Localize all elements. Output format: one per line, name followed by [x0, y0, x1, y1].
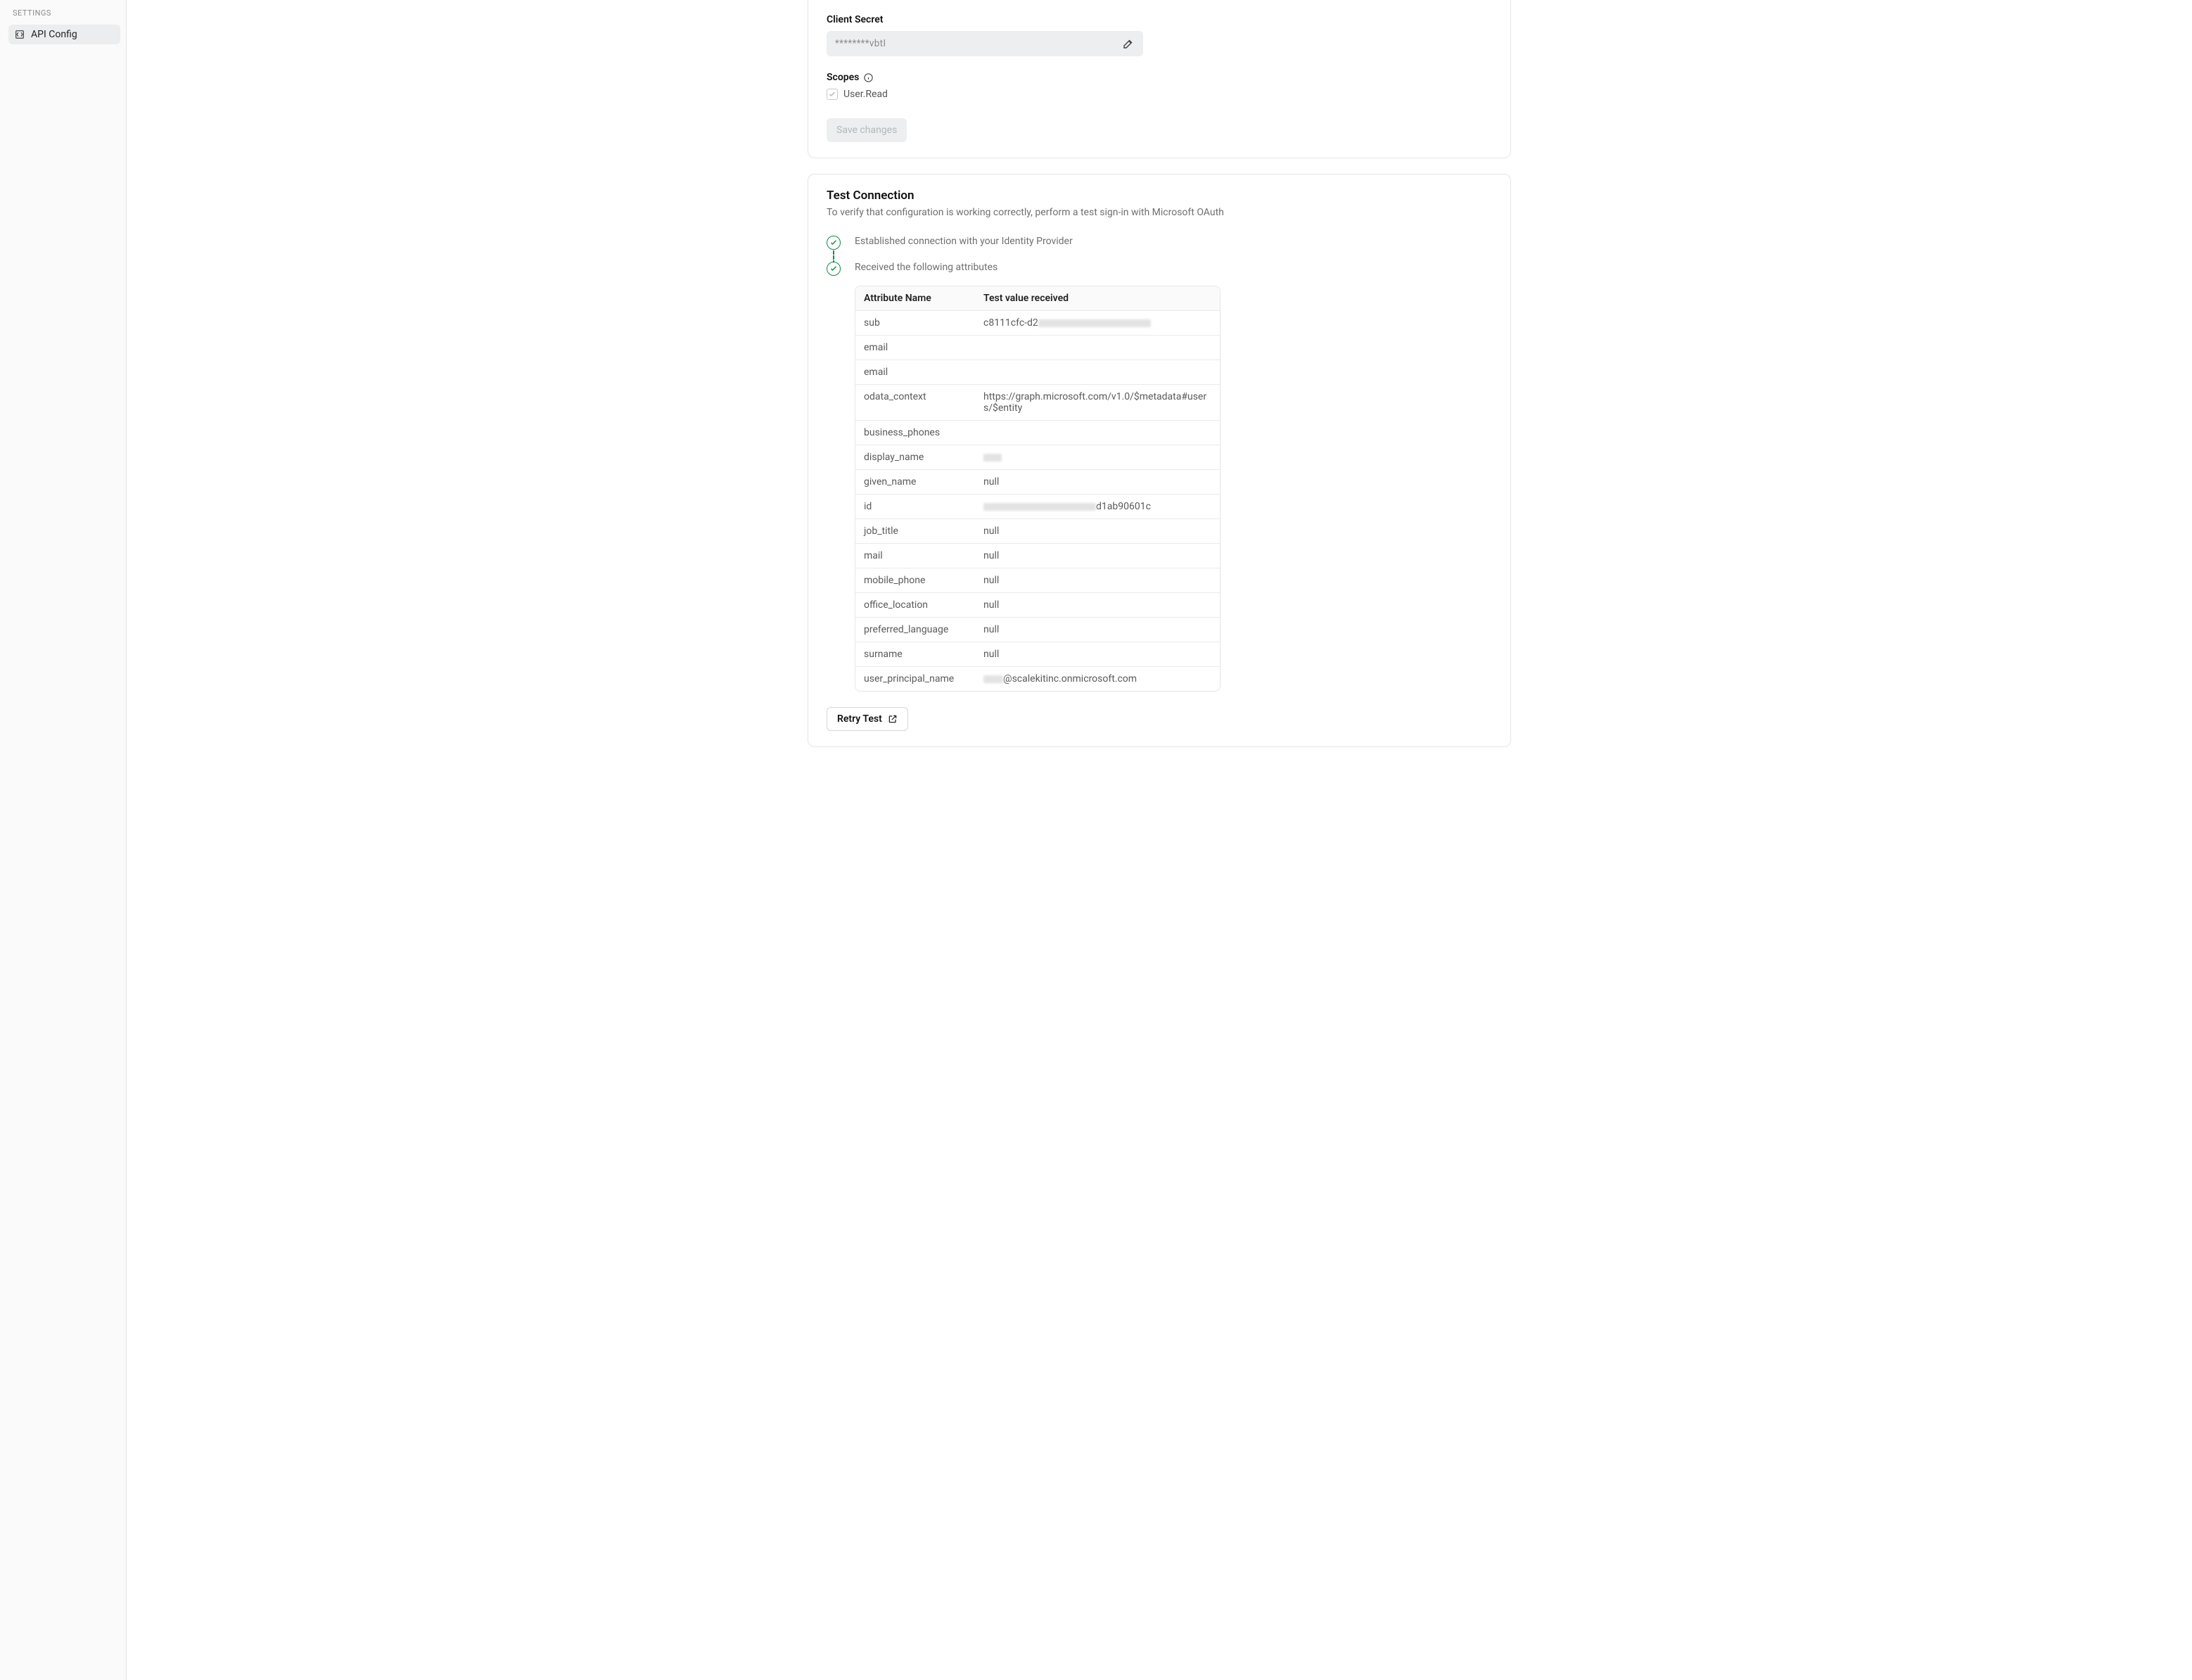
test-step: Received the following attributes	[827, 261, 1492, 276]
attribute-value: d1ab90601c	[975, 495, 1220, 518]
table-row: office_locationnull	[855, 592, 1220, 617]
table-row: subc8111cfc-d2	[855, 310, 1220, 335]
test-step-label: Established connection with your Identit…	[855, 235, 1073, 247]
table-row: mobile_phonenull	[855, 568, 1220, 592]
redacted-value	[983, 675, 1003, 683]
attribute-value	[975, 445, 1220, 469]
test-connection-title: Test Connection	[827, 189, 1492, 203]
sidebar-item-api-config[interactable]: API Config	[8, 25, 120, 44]
attribute-value: null	[975, 618, 1220, 642]
attributes-table-header: Attribute Name Test value received	[855, 286, 1220, 310]
check-circle-icon	[827, 262, 841, 276]
redacted-value	[983, 503, 1096, 511]
client-secret-value: ********vbtI	[835, 38, 1122, 49]
table-row: odata_contexthttps://graph.microsoft.com…	[855, 384, 1220, 420]
table-row: email	[855, 359, 1220, 384]
retry-test-label: Retry Test	[837, 713, 882, 725]
table-row: email	[855, 335, 1220, 359]
client-secret-label: Client Secret	[827, 14, 1492, 25]
attribute-name: mail	[855, 544, 975, 568]
attribute-name: user_principal_name	[855, 667, 975, 691]
sidebar-item-label: API Config	[31, 29, 77, 40]
attribute-name: sub	[855, 311, 975, 335]
table-row: given_namenull	[855, 469, 1220, 494]
table-row: mailnull	[855, 543, 1220, 568]
test-step-label: Received the following attributes	[855, 261, 998, 273]
save-changes-button[interactable]: Save changes	[827, 118, 907, 142]
attribute-name: email	[855, 360, 975, 384]
external-link-icon	[888, 714, 898, 724]
attributes-table: Attribute Name Test value received subc8…	[855, 286, 1221, 692]
scope-item-user-read[interactable]: User.Read	[827, 89, 1492, 100]
client-secret-input[interactable]: ********vbtI	[827, 31, 1143, 56]
sidebar-heading: SETTINGS	[8, 8, 120, 25]
check-circle-icon	[827, 236, 841, 250]
checkbox-icon[interactable]	[827, 89, 838, 100]
table-row: preferred_languagenull	[855, 617, 1220, 642]
table-row: idd1ab90601c	[855, 494, 1220, 518]
attributes-col-value: Test value received	[975, 286, 1220, 310]
test-connection-card: Test Connection To verify that configura…	[808, 174, 1511, 747]
redacted-value	[1038, 319, 1151, 327]
attribute-name: mobile_phone	[855, 568, 975, 592]
attribute-name: surname	[855, 642, 975, 666]
attribute-value	[975, 360, 1220, 384]
attribute-name: odata_context	[855, 385, 975, 420]
attribute-name: display_name	[855, 445, 975, 469]
attribute-value: null	[975, 642, 1220, 666]
scope-label: User.Read	[843, 89, 888, 100]
attribute-value: null	[975, 470, 1220, 494]
attribute-name: preferred_language	[855, 618, 975, 642]
attribute-name: given_name	[855, 470, 975, 494]
edit-icon[interactable]	[1122, 37, 1135, 50]
attribute-name: office_location	[855, 593, 975, 617]
attribute-value: https://graph.microsoft.com/v1.0/$metada…	[975, 385, 1220, 420]
attribute-value: c8111cfc-d2	[975, 311, 1220, 335]
sidebar: SETTINGS API Config	[0, 0, 127, 1680]
api-config-icon	[14, 29, 25, 40]
table-row: surnamenull	[855, 642, 1220, 666]
attribute-value: null	[975, 568, 1220, 592]
attribute-name: job_title	[855, 519, 975, 543]
attribute-name: business_phones	[855, 421, 975, 445]
test-steps-timeline: Established connection with your Identit…	[827, 235, 1492, 276]
table-row: display_name	[855, 445, 1220, 469]
table-row: user_principal_name @scalekitinc.onmicro…	[855, 666, 1220, 691]
attribute-value: null	[975, 544, 1220, 568]
test-connection-description: To verify that configuration is working …	[827, 207, 1492, 218]
config-card: Client Secret ********vbtI Scopes	[808, 0, 1511, 158]
attributes-col-name: Attribute Name	[855, 286, 975, 310]
attribute-name: email	[855, 336, 975, 359]
redacted-value	[983, 454, 1002, 462]
scopes-label: Scopes	[827, 72, 859, 83]
table-row: business_phones	[855, 420, 1220, 445]
attribute-value	[975, 336, 1220, 359]
attribute-value: null	[975, 593, 1220, 617]
test-step: Established connection with your Identit…	[827, 235, 1492, 250]
attribute-value: @scalekitinc.onmicrosoft.com	[975, 667, 1220, 691]
info-icon[interactable]	[863, 72, 874, 83]
attribute-value	[975, 421, 1220, 445]
retry-test-button[interactable]: Retry Test	[827, 707, 908, 731]
attribute-name: id	[855, 495, 975, 518]
attribute-value: null	[975, 519, 1220, 543]
main-content: Client Secret ********vbtI Scopes	[127, 0, 2192, 1680]
table-row: job_titlenull	[855, 518, 1220, 543]
